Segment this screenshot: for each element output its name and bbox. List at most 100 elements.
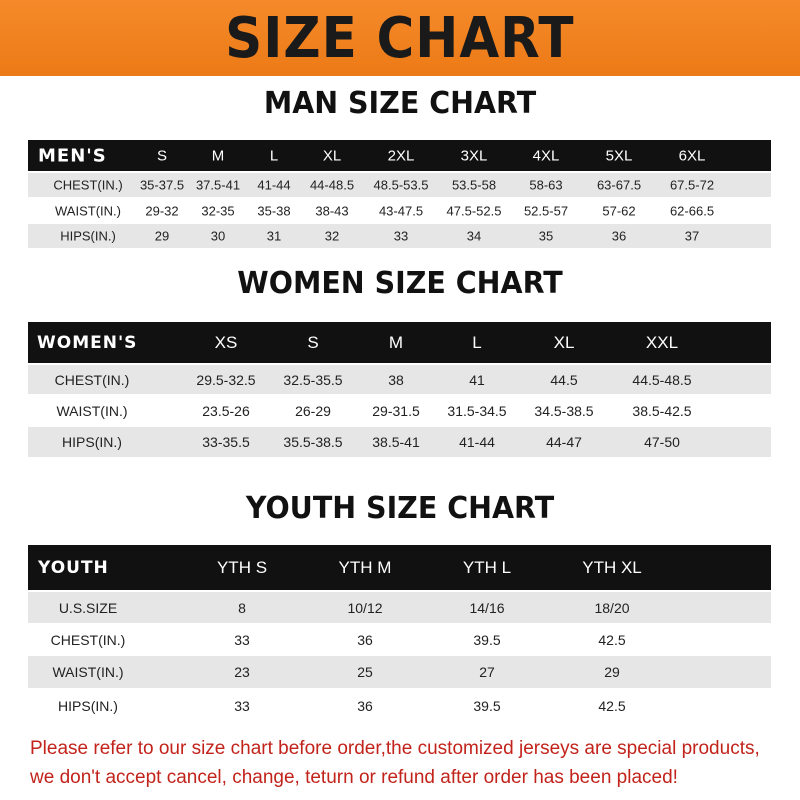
notice-line-1: Please refer to our size chart before or…	[30, 738, 760, 759]
size-value: 29-32	[145, 203, 179, 218]
size-value: 14/16	[469, 599, 505, 616]
size-value: 44-48.5	[309, 177, 355, 193]
size-value: 27	[479, 664, 495, 680]
women-size-table: WOMEN'S XS S M L XL XXL CHEST(IN.) 29.5-32.5 32.5…	[28, 322, 771, 457]
size-header: XL	[553, 332, 575, 352]
page-title: SIZE CHART	[225, 5, 575, 71]
size-value: 67.5-72	[669, 177, 715, 193]
row-label: CHEST(IN.)	[54, 371, 130, 388]
table-row: HIPS(IN.) 33 36 39.5 42.5	[28, 690, 771, 721]
youth-section-title: YOUTH SIZE CHART	[245, 491, 555, 526]
table-row: WAIST(IN.) 23.5-26 26-29 29-31.5 31.5-34.5 34…	[28, 396, 771, 425]
size-value: 41-44	[459, 434, 495, 450]
row-label: HIPS(IN.)	[60, 228, 116, 244]
size-value: 35-38	[257, 203, 291, 218]
size-value: 34	[466, 228, 482, 244]
size-value: 57-62	[602, 203, 636, 218]
size-value: 44.5	[550, 371, 578, 388]
size-header: L	[269, 147, 279, 164]
size-value: 31	[266, 228, 282, 244]
size-value: 36	[357, 631, 373, 648]
size-header: 6XL	[678, 147, 706, 164]
size-value: 53.5-58	[451, 177, 497, 193]
size-value: 29	[154, 228, 170, 244]
size-header: XL	[322, 147, 342, 164]
size-header: M	[388, 332, 404, 352]
table-row: CHEST(IN.) 33 36 39.5 42.5	[28, 625, 771, 654]
size-value: 18/20	[594, 599, 630, 616]
table-row: WAIST(IN.) 23 25 27 29	[28, 656, 771, 688]
size-value: 39.5	[473, 697, 501, 714]
size-value: 39.5	[473, 631, 501, 648]
size-value: 41-44	[257, 177, 291, 193]
size-value: 23.5-26	[202, 402, 250, 419]
table-row: WAIST(IN.) 29-32 32-35 35-38 38-43 43-47.5 47.…	[28, 199, 771, 222]
size-header: 5XL	[605, 147, 633, 164]
size-value: 35-37.5	[139, 177, 185, 193]
row-label: HIPS(IN.)	[58, 697, 118, 714]
table-row: CHEST(IN.) 29.5-32.5 32.5-35.5 38 41 44.5 44.5…	[28, 365, 771, 394]
size-value: 38-43	[315, 203, 349, 218]
size-value: 58-63	[529, 177, 563, 193]
youth-size-table: YOUTH YTH S YTH M YTH L YTH XL U.S.SIZE 8 10/12…	[28, 545, 771, 721]
table-title-cell: YOUTH	[38, 557, 109, 578]
size-value: 36	[611, 228, 627, 244]
size-value: 43-47.5	[378, 203, 424, 218]
row-label: WAIST(IN.)	[55, 203, 121, 218]
size-header: YTH XL	[582, 557, 642, 577]
size-value: 52.5-57	[523, 203, 569, 218]
size-value: 35.5-38.5	[283, 434, 343, 450]
size-header: 2XL	[387, 147, 415, 164]
size-value: 32-35	[201, 203, 235, 218]
size-value: 29-31.5	[372, 402, 420, 419]
size-value: 37.5-41	[195, 177, 241, 193]
size-value: 44.5-48.5	[632, 371, 692, 388]
row-label: WAIST(IN.)	[52, 664, 124, 680]
table-row: HIPS(IN.) 33-35.5 35.5-38.5 38.5-41 41-44 44-…	[28, 427, 771, 457]
notice-line-2: we don't accept cancel, change, teturn o…	[30, 767, 678, 788]
size-value: 29.5-32.5	[196, 371, 256, 388]
size-value: 31.5-34.5	[447, 402, 507, 419]
size-value: 38	[388, 371, 404, 388]
size-value: 36	[357, 697, 373, 714]
size-value: 42.5	[598, 697, 626, 714]
table-title-cell: WOMEN'S	[37, 332, 138, 353]
title-banner: SIZE CHART	[0, 0, 800, 76]
size-header: S	[156, 147, 168, 164]
size-header: YTH S	[216, 557, 268, 577]
size-value: 33	[234, 697, 250, 714]
row-label: WAIST(IN.)	[56, 402, 128, 419]
size-value: 33	[393, 228, 409, 244]
size-value: 44-47	[546, 434, 582, 450]
row-label: HIPS(IN.)	[62, 434, 122, 450]
table-header-row: YOUTH YTH S YTH M YTH L YTH XL	[28, 545, 771, 590]
table-header-row: WOMEN'S XS S M L XL XXL	[28, 322, 771, 363]
size-value: 32.5-35.5	[283, 371, 343, 388]
size-header: S	[307, 332, 319, 352]
size-value: 32	[324, 228, 340, 244]
table-row: HIPS(IN.) 29 30 31 32 33 34 35 36 37	[28, 224, 771, 248]
size-header: XS	[214, 332, 238, 352]
size-value: 38.5-41	[372, 434, 420, 450]
size-value: 35	[538, 228, 554, 244]
table-title-cell: MEN'S	[38, 145, 107, 166]
size-header: XXL	[645, 332, 679, 352]
size-value: 29	[604, 664, 620, 680]
size-value: 48.5-53.5	[373, 177, 429, 193]
size-value: 42.5	[598, 631, 626, 648]
size-value: 34.5-38.5	[534, 402, 594, 419]
size-header: YTH M	[338, 557, 392, 577]
size-value: 47.5-52.5	[446, 203, 502, 218]
size-value: 10/12	[347, 599, 383, 616]
size-value: 38.5-42.5	[632, 402, 692, 419]
size-value: 25	[357, 664, 373, 680]
men-size-table: MEN'S S M L XL 2XL 3XL 4XL 5XL 6XL CHEST(IN.) 35-37…	[28, 140, 771, 248]
women-section-title: WOMEN SIZE CHART	[237, 266, 563, 301]
size-header: 4XL	[532, 147, 560, 164]
order-notice: Please refer to our size chart before or…	[30, 734, 790, 792]
size-value: 47-50	[644, 434, 680, 450]
row-label: U.S.SIZE	[58, 599, 118, 616]
size-value: 63-67.5	[596, 177, 642, 193]
size-header: M	[211, 147, 225, 164]
size-value: 23	[234, 664, 250, 680]
